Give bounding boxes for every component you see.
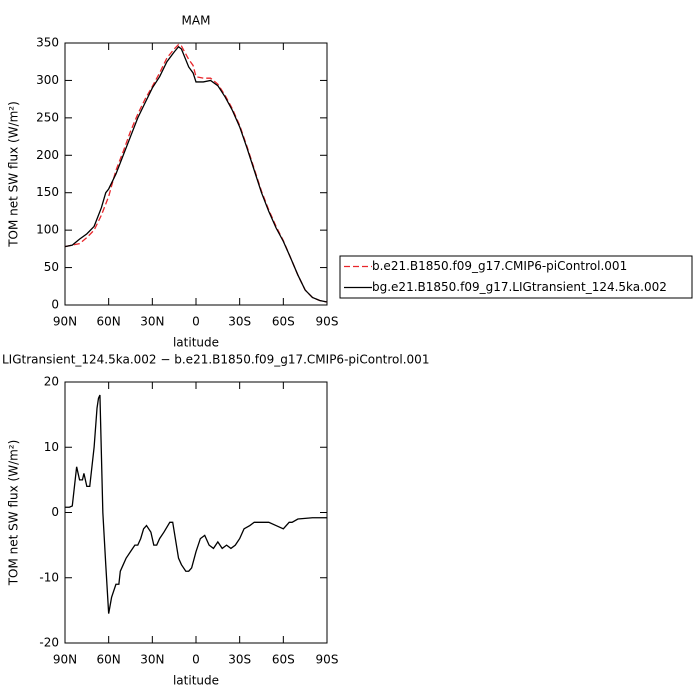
y-tick-label: 150: [36, 185, 59, 199]
data-line: [65, 394, 327, 614]
x-tick-label: 60N: [97, 653, 121, 667]
x-axis-title: latitude: [173, 674, 219, 688]
x-tick-label: 90S: [316, 315, 339, 329]
y-axis-title: TOM net SW flux (W/m²): [7, 440, 21, 587]
legend-box: [339, 255, 693, 299]
x-axis-title: latitude: [173, 336, 219, 350]
y-tick-label: 20: [44, 375, 59, 389]
y-tick-label: 100: [36, 223, 59, 237]
y-tick-label: 350: [36, 36, 59, 50]
x-tick-label: 60S: [272, 315, 295, 329]
x-tick-label: 90S: [316, 653, 339, 667]
x-tick-label: 90N: [53, 315, 77, 329]
x-tick-label: 30N: [140, 653, 164, 667]
x-tick-label: 60S: [272, 653, 295, 667]
legend-label: bg.e21.B1850.f09_g17.LIGtransient_124.5k…: [372, 280, 667, 294]
y-tick-label: -10: [39, 570, 59, 584]
y-tick-label: 0: [51, 298, 59, 312]
x-tick-label: 30S: [228, 315, 251, 329]
data-line: [64, 43, 328, 303]
x-tick-label: 0: [192, 653, 200, 667]
y-tick-label: 50: [44, 260, 59, 274]
y-tick-label: 0: [51, 505, 59, 519]
chart-title: MAM: [182, 14, 211, 28]
y-tick-label: 250: [36, 110, 59, 124]
x-tick-label: 30S: [228, 653, 251, 667]
legend-label: b.e21.B1850.f09_g17.CMIP6-piControl.001: [372, 259, 627, 273]
y-axis-title: TOM net SW flux (W/m²): [7, 101, 21, 248]
data-line: [64, 45, 328, 303]
y-tick-label: 300: [36, 73, 59, 87]
plot-frame: [64, 381, 328, 644]
y-tick-label: 200: [36, 148, 59, 162]
y-tick-label: -20: [39, 636, 59, 650]
chart-title: LIGtransient_124.5ka.002 − b.e21.B1850.f…: [2, 353, 429, 367]
x-tick-label: 30N: [140, 315, 164, 329]
x-tick-label: 90N: [53, 653, 77, 667]
x-tick-label: 0: [192, 315, 200, 329]
x-tick-label: 60N: [97, 315, 121, 329]
y-tick-label: 10: [44, 440, 59, 454]
